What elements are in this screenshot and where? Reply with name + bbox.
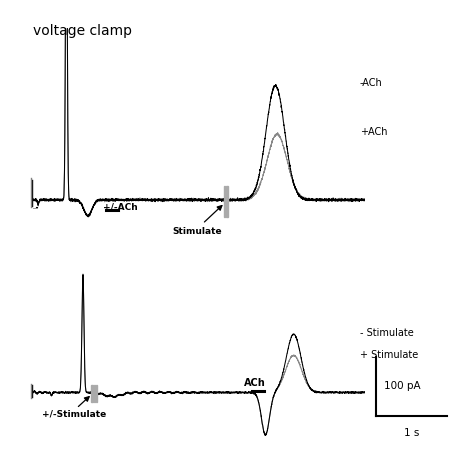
Text: +/-Stimulate: +/-Stimulate: [43, 410, 107, 419]
Text: voltage clamp: voltage clamp: [33, 24, 132, 38]
Text: -ACh: -ACh: [360, 78, 383, 88]
Bar: [226, 186, 228, 217]
Text: +/-ACh: +/-ACh: [103, 203, 137, 212]
Bar: [91, 384, 92, 402]
Text: - Stimulate: - Stimulate: [360, 328, 414, 338]
Text: ACh: ACh: [244, 378, 265, 388]
Bar: [93, 384, 95, 402]
Text: Stimulate: Stimulate: [173, 227, 222, 236]
Bar: [224, 186, 225, 217]
Text: 1 s: 1 s: [403, 428, 419, 438]
Text: +ACh: +ACh: [360, 128, 388, 137]
Bar: [96, 384, 97, 402]
Text: 100 pA: 100 pA: [384, 381, 420, 392]
Text: + Stimulate: + Stimulate: [360, 350, 418, 360]
